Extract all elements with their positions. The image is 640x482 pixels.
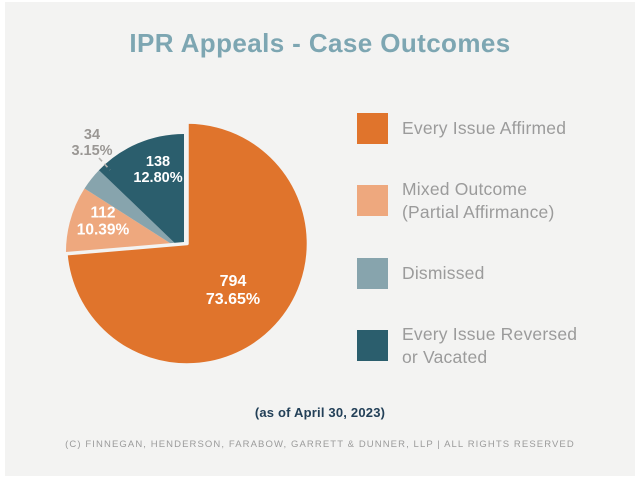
- legend-item-mixed-outcome: Mixed Outcome (Partial Affirmance): [357, 179, 554, 222]
- pie-slice-affirmed: [64, 120, 311, 367]
- legend-swatch-dismissed: [357, 258, 388, 289]
- slice-pct-reversed: 12.80%: [133, 170, 183, 186]
- legend-item-affirmed: Every Issue Affirmed: [357, 113, 566, 144]
- slice-label-mixed-outcome: 112 10.39%: [77, 205, 130, 240]
- slice-label-affirmed: 794 73.65%: [206, 273, 260, 309]
- pie-slice-reversed: [98, 134, 184, 252]
- legend-label-dismissed: Dismissed: [402, 263, 485, 284]
- dismissed-leader-line: [98, 157, 111, 171]
- legend-label-mixed-outcome: Mixed Outcome (Partial Affirmance): [402, 178, 555, 222]
- legend: Every Issue Affirmed Mixed Outcome (Part…: [357, 113, 627, 373]
- legend-swatch-mixed-outcome: [357, 185, 388, 216]
- slice-label-dismissed: 34 3.15%: [71, 127, 112, 159]
- slice-label-reversed: 138 12.80%: [133, 154, 182, 186]
- legend-label-reversed: Every Issue Reversed or Vacated: [402, 323, 578, 367]
- slice-pct-mixed-outcome: 10.39%: [76, 222, 130, 239]
- pie-slice-mixed-outcome: [65, 188, 184, 260]
- legend-swatch-reversed: [357, 330, 388, 361]
- legend-swatch-affirmed: [357, 113, 388, 144]
- as-of-date: (as of April 30, 2023): [254, 405, 386, 420]
- slice-value-mixed-outcome: 112: [90, 204, 116, 222]
- slice-value-affirmed: 794: [219, 273, 247, 291]
- slice-value-reversed: 138: [145, 153, 171, 170]
- slice-value-dismissed: 34: [83, 126, 101, 143]
- chart-title: IPR Appeals - Case Outcomes: [129, 28, 511, 58]
- copyright-notice: (C) FINNEGAN, HENDERSON, FARABOW, GARRET…: [65, 439, 575, 450]
- pie-slice-dismissed: [84, 170, 184, 252]
- slice-pct-dismissed: 3.15%: [71, 143, 113, 159]
- legend-label-affirmed: Every Issue Affirmed: [402, 118, 567, 139]
- slice-pct-affirmed: 73.65%: [205, 291, 261, 308]
- legend-item-dismissed: Dismissed: [357, 258, 485, 289]
- legend-item-reversed: Every Issue Reversed or Vacated: [357, 324, 577, 367]
